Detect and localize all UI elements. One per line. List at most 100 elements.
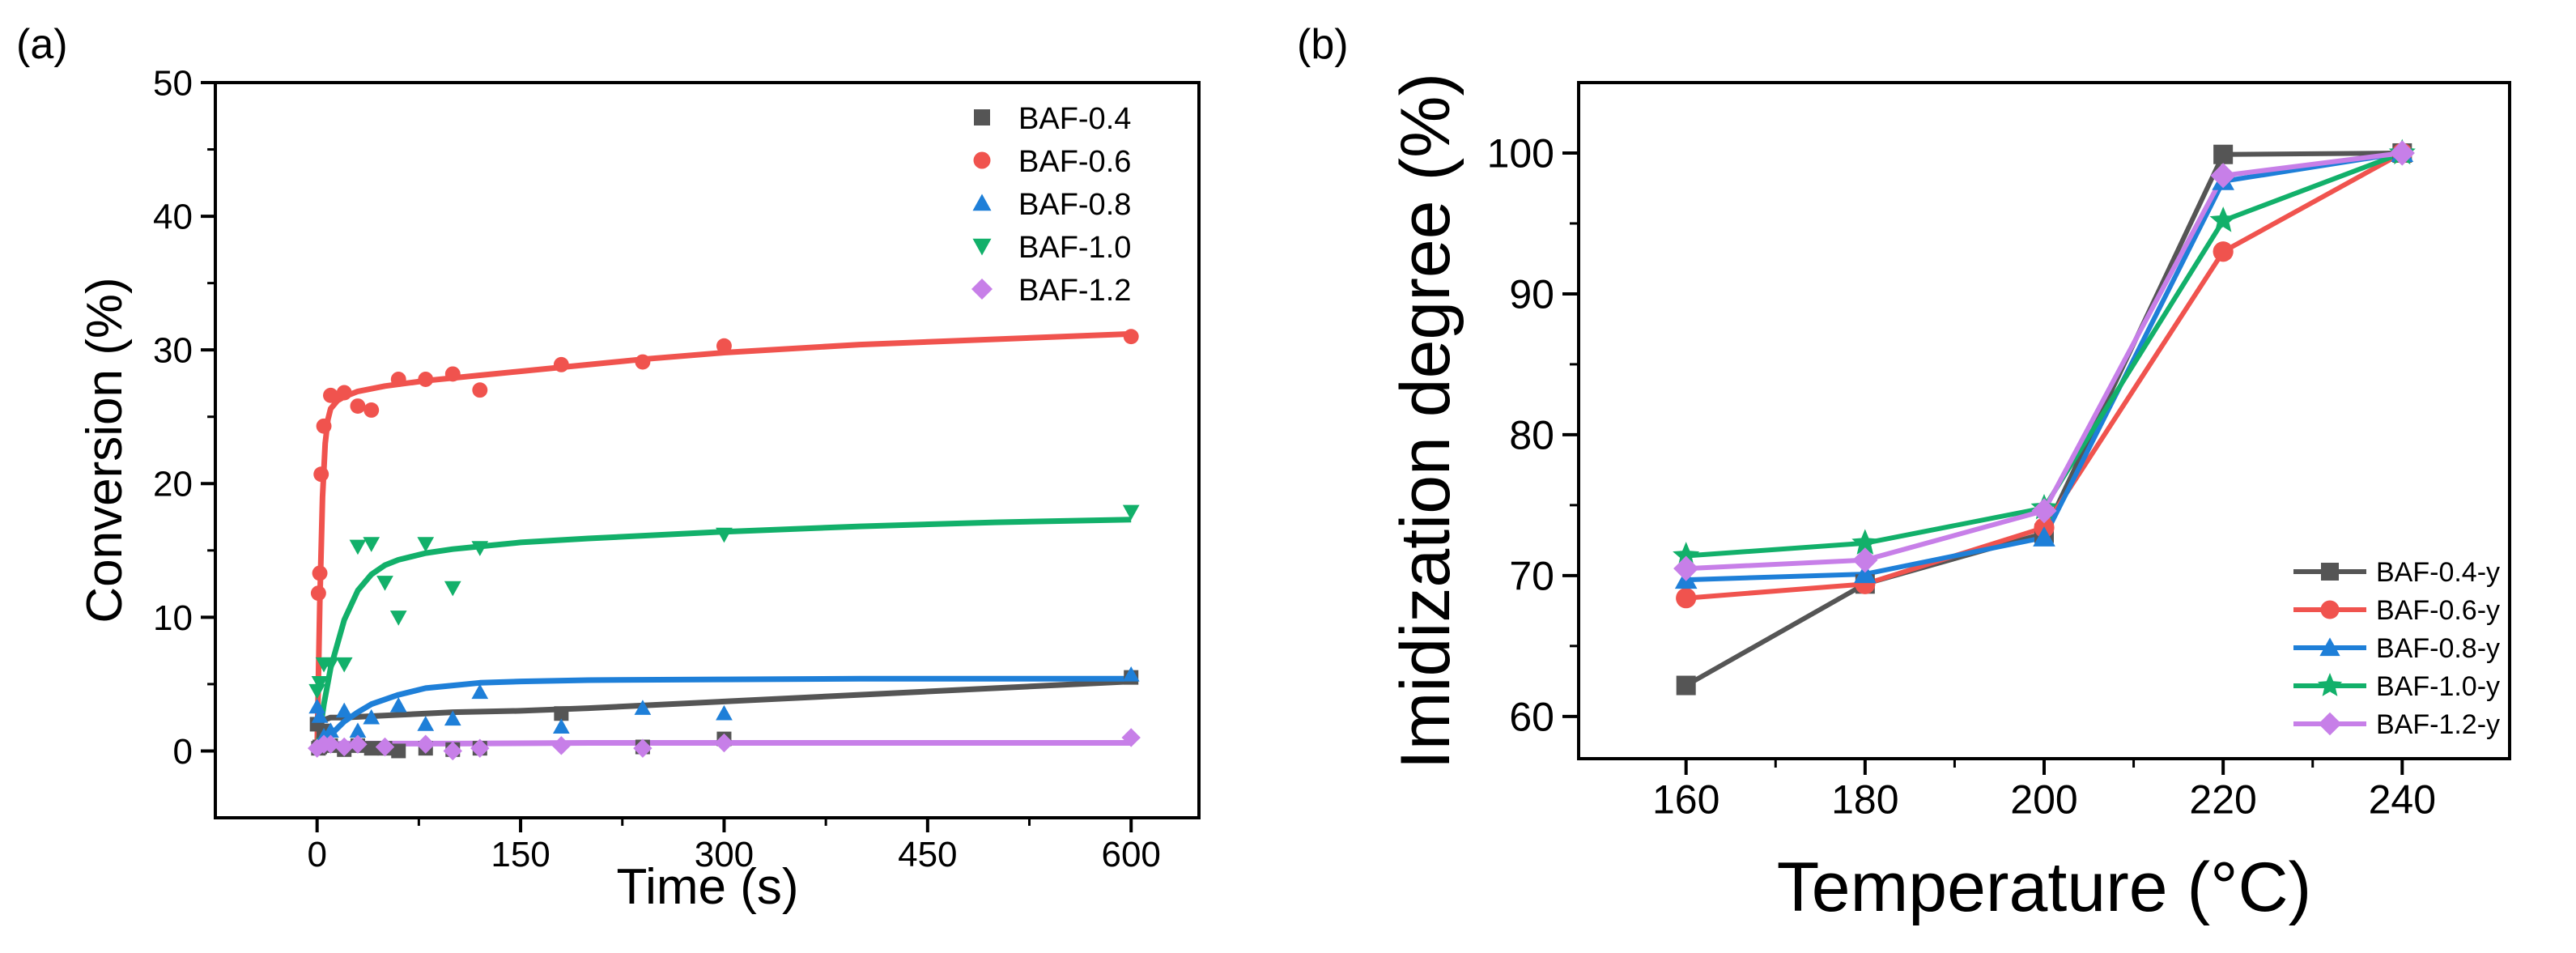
y-tick-label: 70	[1509, 553, 1554, 598]
y-tick-label: 40	[153, 197, 193, 236]
point-baf-0-8-y	[1854, 563, 1877, 584]
point-baf-0-6	[336, 385, 352, 401]
line-baf-0-4-y	[1685, 151, 2403, 688]
x-tick-label: 240	[2369, 777, 2436, 823]
legend-label-baf-1-0: BAF-1.0	[1018, 231, 1131, 265]
panel-a-ticks: 0 150 300 450 600 0 10 20 30 40 50	[153, 63, 1161, 874]
point-baf-0-6	[350, 398, 366, 414]
legend-marker-baf-0-8	[972, 194, 992, 211]
legend-marker-baf-0-4	[974, 109, 990, 126]
panel-b: (b) 160 180 200 220 240 60 70 80 90 100 BAF-0.4-y…	[1297, 21, 2511, 926]
point-baf-1-2	[321, 734, 341, 754]
point-baf-1-0	[389, 611, 407, 626]
legend-marker-baf-1-0	[972, 238, 992, 256]
y-tick-label: 60	[1509, 694, 1554, 739]
panel-b-data-points	[1673, 138, 2416, 696]
panel-b-series-lines	[1685, 151, 2404, 688]
point-baf-1-0	[322, 657, 339, 673]
point-baf-0-8	[363, 708, 380, 725]
point-baf-1-2	[633, 738, 653, 758]
point-baf-1-2	[714, 733, 734, 753]
x-tick-label: 200	[2010, 777, 2077, 823]
point-baf-0-4-y	[2213, 144, 2234, 164]
y-tick-label: 100	[1487, 130, 1554, 176]
x-tick-label: 220	[2189, 777, 2256, 823]
point-baf-1-0	[376, 576, 393, 591]
point-baf-0-8	[335, 702, 353, 718]
y-tick-label: 90	[1509, 271, 1554, 317]
legend-label-baf-1-0-y: BAF-1.0-y	[2376, 671, 2500, 702]
y-tick-label: 20	[153, 465, 193, 504]
point-baf-1-2	[1121, 728, 1141, 747]
point-baf-0-6	[313, 466, 329, 483]
y-tick-label: 80	[1509, 412, 1554, 457]
panel-a-legend: BAF-0.4 BAF-0.6 BAF-0.8 BAF-1.0 BAF-1.2	[971, 102, 1131, 308]
panel-b-y-axis-label: Imidization degree (%)	[1387, 73, 1464, 769]
legend-marker-baf-1-2	[971, 279, 993, 300]
y-tick-label: 50	[153, 63, 193, 103]
legend-marker-baf-1-2-y	[2318, 712, 2342, 736]
point-baf-1-2-y	[1673, 555, 1699, 581]
point-baf-0-6	[312, 565, 328, 581]
point-baf-0-6-y	[1676, 588, 1697, 609]
point-baf-0-6	[444, 366, 461, 382]
point-baf-0-6	[472, 382, 488, 398]
panel-a-x-axis-label: Time (s)	[617, 859, 799, 915]
panel-a-label: (a)	[16, 21, 68, 68]
x-tick-label: 0	[307, 835, 326, 874]
point-baf-1-0-y	[1673, 542, 1700, 568]
legend-marker-baf-0-8-y	[2319, 637, 2340, 657]
x-tick-label: 180	[1831, 777, 1898, 823]
point-baf-0-8	[311, 708, 329, 723]
point-baf-1-2-y	[1852, 547, 1878, 573]
point-baf-0-8	[308, 698, 326, 714]
x-tick-label: 150	[491, 835, 550, 874]
point-baf-1-0-y	[2209, 206, 2237, 232]
point-baf-1-2	[470, 738, 490, 758]
point-baf-0-4	[391, 743, 406, 759]
point-baf-1-0	[311, 675, 329, 691]
point-baf-0-4	[363, 741, 379, 756]
legend-label-baf-0-4-y: BAF-0.4-y	[2376, 557, 2500, 588]
point-baf-1-0	[471, 541, 489, 556]
point-baf-0-6	[322, 387, 338, 403]
point-baf-1-2	[551, 736, 572, 755]
fit-curve-baf-0-8	[315, 675, 1132, 753]
point-baf-0-8	[634, 700, 652, 715]
point-baf-0-6	[716, 338, 732, 354]
point-baf-1-2	[348, 734, 368, 754]
legend-marker-baf-0-6	[973, 151, 991, 169]
legend-marker-baf-1-0-y	[2317, 673, 2343, 696]
legend-label-baf-0-6: BAF-0.6	[1018, 145, 1131, 179]
legend-marker-baf-0-6-y	[2320, 600, 2340, 619]
point-baf-1-2	[334, 737, 354, 757]
point-baf-0-8	[389, 696, 407, 713]
point-baf-1-2	[375, 737, 395, 757]
point-baf-0-6	[635, 354, 651, 370]
x-tick-label: 300	[695, 835, 754, 874]
point-baf-1-2-y	[2210, 163, 2236, 189]
point-baf-0-8	[322, 722, 339, 738]
point-baf-0-6	[316, 418, 332, 434]
panel-b-x-axis-label: Temperature (°C)	[1777, 849, 2311, 926]
x-tick-label: 450	[898, 835, 957, 874]
point-baf-1-2	[416, 734, 436, 754]
point-baf-0-6	[553, 356, 569, 372]
point-baf-1-0	[363, 537, 380, 552]
panel-b-label: (b)	[1297, 21, 1349, 68]
x-tick-label: 600	[1101, 835, 1160, 874]
point-baf-1-0	[349, 539, 367, 555]
point-baf-0-8	[444, 710, 461, 726]
point-baf-0-6	[418, 372, 434, 387]
panel-b-legend: BAF-0.4-y BAF-0.6-y BAF-0.8-y BAF-1.0-y BAF-…	[2293, 557, 2500, 740]
point-baf-0-4-y	[1676, 675, 1696, 696]
fit-curve-baf-1-0	[314, 517, 1132, 752]
legend-label-baf-0-8: BAF-0.8	[1018, 188, 1131, 222]
point-baf-1-0-y	[1851, 529, 1879, 555]
legend-label-baf-0-8-y: BAF-0.8-y	[2376, 633, 2500, 664]
panel-a-data-points	[307, 329, 1141, 761]
panel-a-y-axis-label: Conversion (%)	[77, 277, 133, 623]
panel-a-plot-frame	[214, 81, 1201, 819]
